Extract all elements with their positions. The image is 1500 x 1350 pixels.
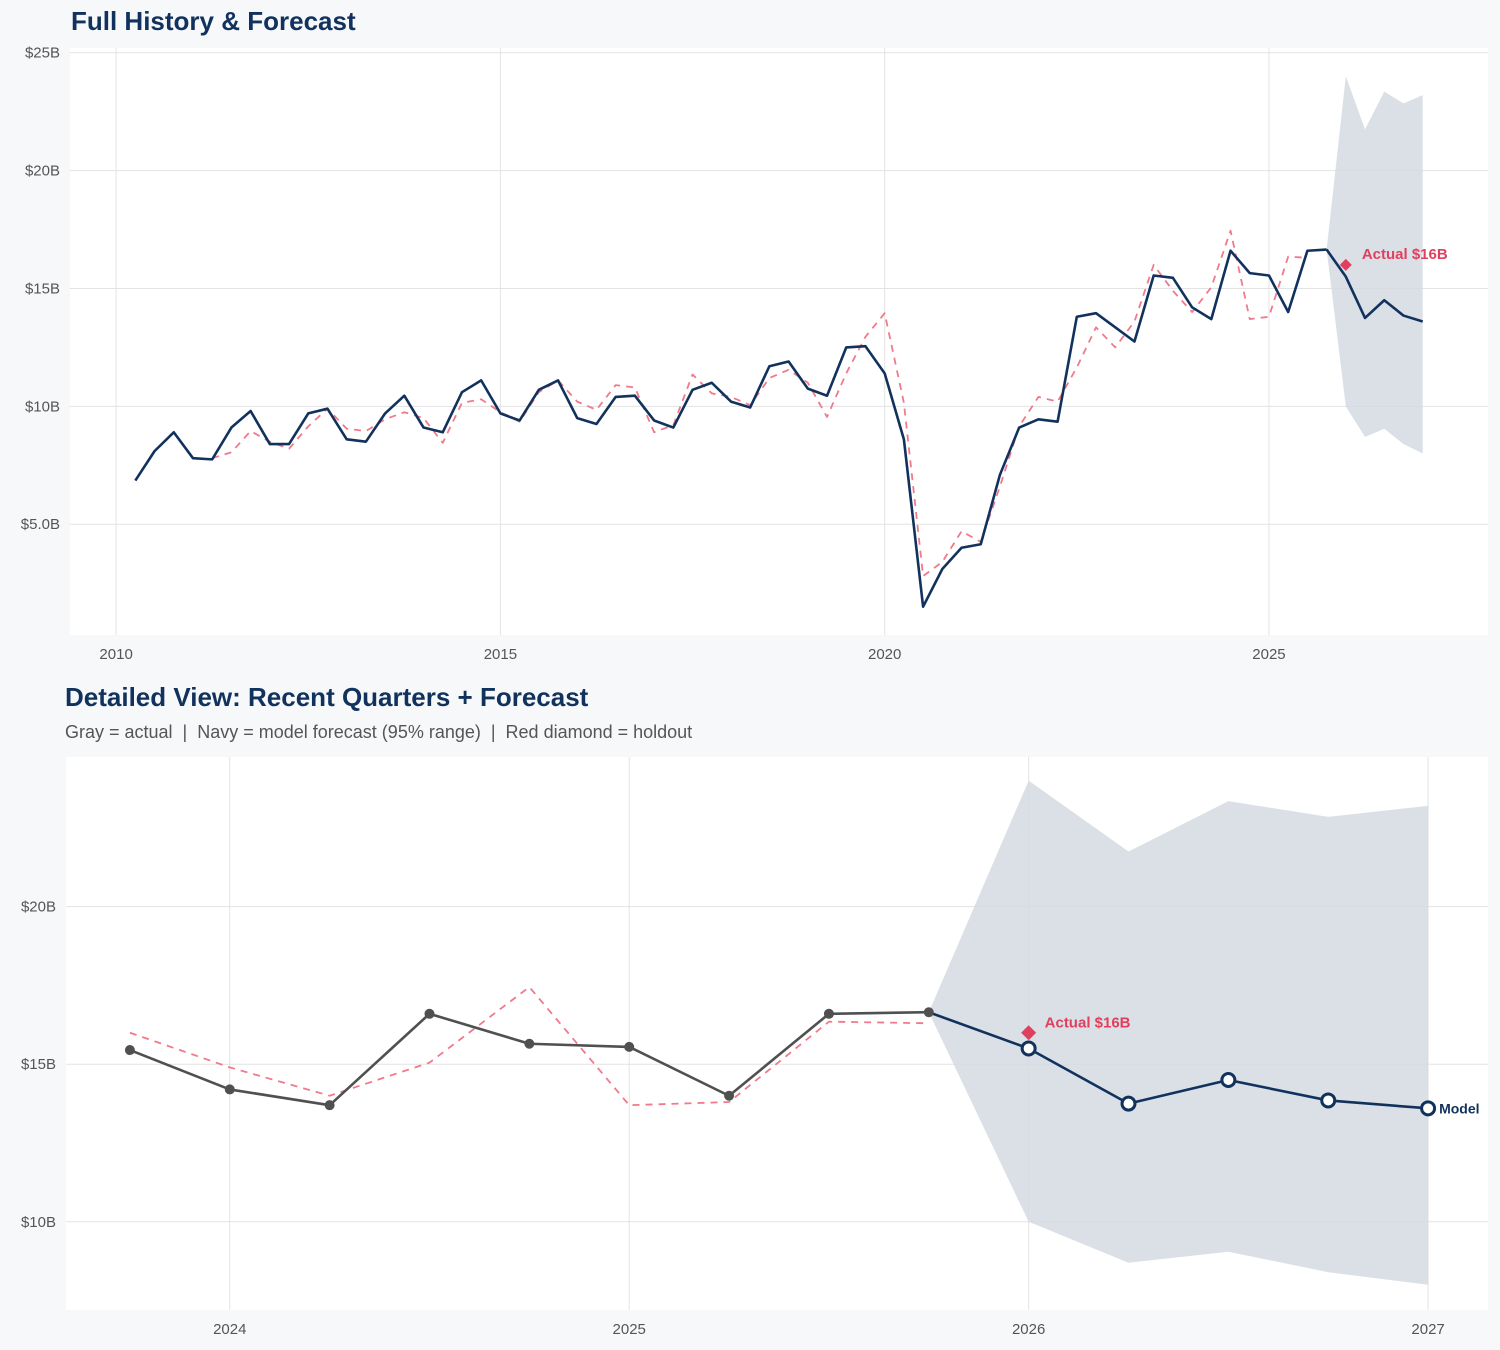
y-tick-label: $10B bbox=[25, 398, 60, 415]
forecast-95-band bbox=[928, 780, 1429, 1285]
actual-point bbox=[424, 1008, 435, 1019]
y-tick-label: $10B bbox=[21, 1214, 56, 1231]
x-tick-label: 2020 bbox=[868, 646, 901, 663]
forecast-point bbox=[1020, 1040, 1037, 1057]
bottom-chart-title: Detailed View: Recent Quarters + Forecas… bbox=[65, 682, 589, 712]
x-tick-label: 2025 bbox=[613, 1321, 646, 1338]
x-tick-label: 2024 bbox=[213, 1321, 246, 1338]
top-chart-title: Full History & Forecast bbox=[71, 6, 356, 36]
forecast-95-band bbox=[1326, 76, 1423, 454]
holdout-label: Actual $16B bbox=[1362, 246, 1448, 263]
detail-chart: $10B $15B $20B 2024 2025 2026 2027 Model Actual … bbox=[21, 757, 1488, 1338]
actual-point bbox=[923, 1007, 934, 1018]
fitted-dashed-line bbox=[129, 986, 929, 1107]
forecast-line bbox=[1325, 248, 1424, 323]
forecast-point bbox=[1220, 1071, 1237, 1088]
actual-point bbox=[624, 1041, 635, 1052]
y-tick-label: $15B bbox=[21, 1056, 56, 1073]
fitted-dashed-line bbox=[211, 229, 1308, 577]
forecast-line bbox=[928, 1011, 1429, 1110]
holdout-diamond bbox=[1021, 1025, 1037, 1041]
y-tick-label: $20B bbox=[25, 163, 60, 180]
actual-point bbox=[823, 1008, 834, 1019]
forecast-point bbox=[1420, 1100, 1437, 1117]
y-tick-label: $25B bbox=[25, 45, 60, 62]
y-tick-label: $15B bbox=[25, 280, 60, 297]
y-tick-label: $5.0B bbox=[21, 516, 60, 533]
x-tick-label: 2010 bbox=[99, 646, 132, 663]
plot-area bbox=[70, 48, 1488, 635]
actual-point bbox=[724, 1090, 735, 1101]
actual-line bbox=[134, 248, 1327, 609]
forecast-point bbox=[1320, 1092, 1337, 1109]
bottom-chart-subtitle: Gray = actual | Navy = model forecast (9… bbox=[65, 722, 693, 742]
actual-point bbox=[224, 1084, 235, 1095]
holdout-diamond bbox=[1339, 258, 1352, 271]
x-tick-label: 2015 bbox=[484, 646, 517, 663]
actual-point bbox=[324, 1100, 335, 1111]
actual-point bbox=[124, 1045, 135, 1056]
holdout-label: Actual $16B bbox=[1045, 1015, 1131, 1032]
x-tick-label: 2026 bbox=[1012, 1321, 1045, 1338]
actual-point bbox=[524, 1038, 535, 1049]
history-chart: $5.0B $10B $15B $20B $25B 2010 2015 2020 2025 Act… bbox=[21, 45, 1488, 663]
x-tick-label: 2025 bbox=[1252, 646, 1285, 663]
x-tick-label: 2027 bbox=[1411, 1321, 1444, 1338]
y-tick-label: $20B bbox=[21, 899, 56, 916]
model-series-label: Model bbox=[1439, 1100, 1479, 1116]
forecast-point bbox=[1120, 1095, 1137, 1112]
